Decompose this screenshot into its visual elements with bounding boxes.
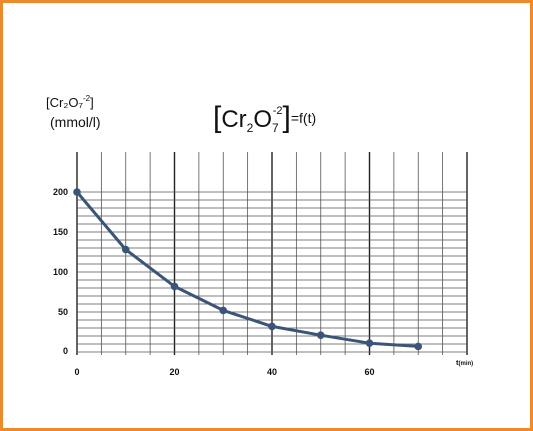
chart-title: [Cr2O7-2]=f(t) [213,101,316,135]
x-tick-label: 40 [267,367,277,377]
data-point [219,306,228,315]
x-tick-label: 0 [74,367,79,377]
data-point [170,282,179,291]
y-tick-label: 50 [58,307,68,317]
data-point [316,331,325,340]
data-point [268,322,276,331]
series-line [75,191,419,348]
y-tick-label: 0 [63,346,68,356]
data-point [121,245,130,254]
y-tick-label: 150 [53,227,68,237]
x-tick-label: 60 [364,367,374,377]
x-axis-label: t(min) [456,358,473,367]
y-axis-unit: (mmol/l) [50,114,101,130]
chart-grid [76,152,468,355]
data-point [365,339,374,348]
y-tick-label: 100 [53,267,68,277]
x-tick-label: 20 [169,367,179,377]
data-point [73,188,81,196]
y-tick-label: 200 [53,187,68,197]
chart-series [73,188,423,351]
chart-ticks: 0 20 40 60 0 50 100 150 200 [53,187,375,377]
data-point [414,342,423,351]
y-axis-label: [Cr₂O₇-2] [46,94,94,110]
